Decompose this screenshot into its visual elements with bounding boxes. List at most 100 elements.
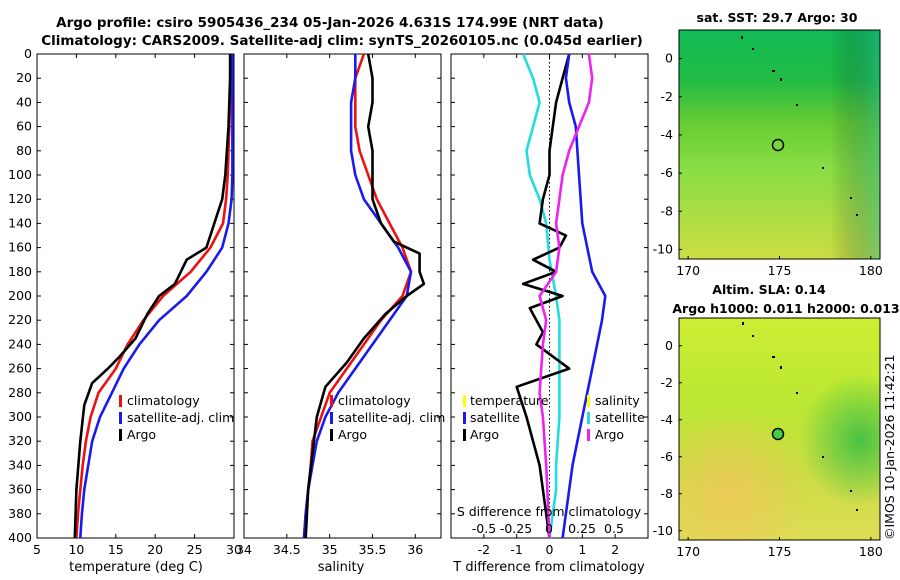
- y-tick-label: 340: [8, 457, 32, 472]
- temperature-legend: climatology satellite-adj. clim Argo: [119, 393, 234, 442]
- legend-argo-swatch: [330, 429, 333, 441]
- x-tick-label: -2: [478, 542, 490, 557]
- sla-argo-marker: [771, 427, 785, 441]
- y-tick-label: 400: [8, 530, 32, 545]
- difference-legend-temperature: temperature satellite Argo: [463, 393, 549, 442]
- legend-satellite-swatch: [330, 412, 333, 424]
- map-x-tick-label: 180: [859, 263, 883, 278]
- island-mark: [752, 48, 754, 50]
- x-tick-label: 10: [68, 542, 84, 557]
- map-y-tick-label: -8: [661, 486, 674, 501]
- x-tick-label: 34.5: [273, 542, 301, 557]
- island-mark: [796, 104, 798, 106]
- temperature-y-ticks: 0 20 40 60 80 100 120 140 160 180 200 220 240 260 280 3…: [8, 46, 234, 545]
- legend-salinity-label: salinity: [595, 393, 640, 408]
- x-tick-label: 35.5: [359, 542, 387, 557]
- x-tick-label: 2: [611, 542, 619, 557]
- salinity-x-label: salinity: [318, 560, 365, 575]
- legend-climatology-label: climatology: [127, 393, 200, 408]
- map-y-tick-label: 0: [665, 51, 673, 66]
- s-tick-label: 0: [545, 521, 553, 536]
- y-tick-label: 40: [16, 94, 32, 109]
- legend-s-argo-label: Argo: [595, 427, 624, 442]
- salinity-panel: 34 34.5 35 35.5 36 climatology satellite-adj…: [236, 53, 445, 575]
- sst-argo-marker: [771, 138, 785, 152]
- sst-map-title: sat. SST: 29.7 Argo: 30: [697, 10, 858, 25]
- y-tick-label: 20: [16, 70, 32, 85]
- legend-climatology-label: climatology: [338, 393, 411, 408]
- sla-map-panel: Altim. SLA: 0.14 Argo h1000: 0.011 h2000…: [653, 282, 900, 559]
- map-y-tick-label: -10: [653, 523, 673, 538]
- x-tick-label: 25: [187, 542, 203, 557]
- legend-t-satellite-swatch: [463, 412, 466, 424]
- legend-temperature-label: temperature: [470, 393, 549, 408]
- island-mark: [780, 366, 782, 369]
- sla-map-ticks: 170 175 180 0 -2 -4 -6 -8 -10: [653, 338, 883, 559]
- y-tick-label: 280: [8, 385, 32, 400]
- x-tick-label: 15: [108, 542, 124, 557]
- s-tick-label: -0.5: [472, 521, 496, 536]
- island-mark: [850, 490, 852, 492]
- s-difference-ticks: -0.5 -0.25 0 0.25 0.5: [472, 521, 624, 536]
- s-tick-label: 0.5: [604, 521, 624, 536]
- legend-argo-swatch: [119, 429, 122, 441]
- island-mark: [822, 167, 824, 169]
- legend-s-satellite-label: satellite: [595, 410, 645, 425]
- legend-climatology-swatch: [330, 395, 333, 407]
- map-y-tick-label: -10: [653, 241, 673, 256]
- x-tick-label: 35: [322, 542, 338, 557]
- legend-t-satellite-label: satellite: [470, 410, 520, 425]
- salinity-plot-frame: [243, 53, 442, 539]
- y-tick-label: 260: [8, 361, 32, 376]
- x-tick-label: 1: [578, 542, 586, 557]
- series-line-satellite-adj-clim: [79, 54, 234, 539]
- series-line-argo: [73, 54, 232, 539]
- map-x-tick-label: 180: [859, 544, 883, 559]
- sla-map-title-line1: Altim. SLA: 0.14: [712, 282, 826, 297]
- s-tick-label: -0.25: [500, 521, 532, 536]
- sst-map-overlay: [679, 30, 880, 259]
- y-tick-label: 240: [8, 336, 32, 351]
- difference-series: [515, 53, 607, 539]
- t-difference-label: T difference from climatology: [452, 560, 645, 575]
- map-y-tick-label: -6: [661, 165, 674, 180]
- legend-satellite-swatch: [119, 412, 122, 424]
- difference-legend-salinity: salinity satellite Argo: [587, 393, 645, 442]
- legend-t-argo-swatch: [463, 429, 466, 441]
- island-mark: [772, 356, 775, 358]
- y-tick-label: 140: [8, 215, 32, 230]
- y-tick-label: 200: [8, 288, 32, 303]
- sla-map-title-line2: Argo h1000: 0.011 h2000: 0.013: [672, 301, 899, 316]
- y-tick-label: 380: [8, 506, 32, 521]
- x-tick-label: 34: [236, 542, 252, 557]
- map-x-tick-label: 170: [676, 263, 700, 278]
- figure-title-line1: Argo profile: csiro 5905436_234 05-Jan-2…: [56, 15, 604, 31]
- salinity-y-ticks: [244, 53, 441, 539]
- temperature-panel: 0 20 40 60 80 100 120 140 160 180 200 220 240 260 280 3…: [8, 46, 242, 575]
- salinity-series: [302, 53, 426, 539]
- temperature-x-ticks: 5 10 15 20 25 30: [33, 54, 242, 557]
- y-tick-label: 300: [8, 409, 32, 424]
- x-tick-label: 5: [33, 542, 41, 557]
- sst-map-ticks: 170 175 180 0 -2 -4 -6 -8 -10: [653, 51, 883, 278]
- legend-argo-label: Argo: [338, 427, 367, 442]
- map-y-tick-label: -6: [661, 449, 674, 464]
- legend-s-satellite-swatch: [587, 412, 590, 424]
- salinity-x-ticks: 34 34.5 35 35.5 36: [236, 54, 423, 557]
- island-mark: [752, 335, 754, 337]
- y-tick-label: 0: [24, 46, 32, 61]
- y-tick-label: 220: [8, 312, 32, 327]
- legend-temperature-swatch: [463, 395, 466, 407]
- island-mark: [796, 392, 798, 394]
- y-tick-label: 80: [16, 143, 32, 158]
- y-tick-label: 320: [8, 433, 32, 448]
- legend-salinity-swatch: [587, 395, 590, 407]
- island-mark: [741, 36, 743, 39]
- island-mark: [822, 456, 824, 458]
- y-tick-label: 60: [16, 119, 32, 134]
- series-line-argo: [304, 53, 426, 539]
- legend-argo-label: Argo: [127, 427, 156, 442]
- difference-y-ticks: [451, 53, 648, 539]
- copyright-stamp: ©IMOS 10-Jan-2026 11:42:21: [882, 354, 897, 540]
- salinity-legend: climatology satellite-adj. clim Argo: [330, 393, 445, 442]
